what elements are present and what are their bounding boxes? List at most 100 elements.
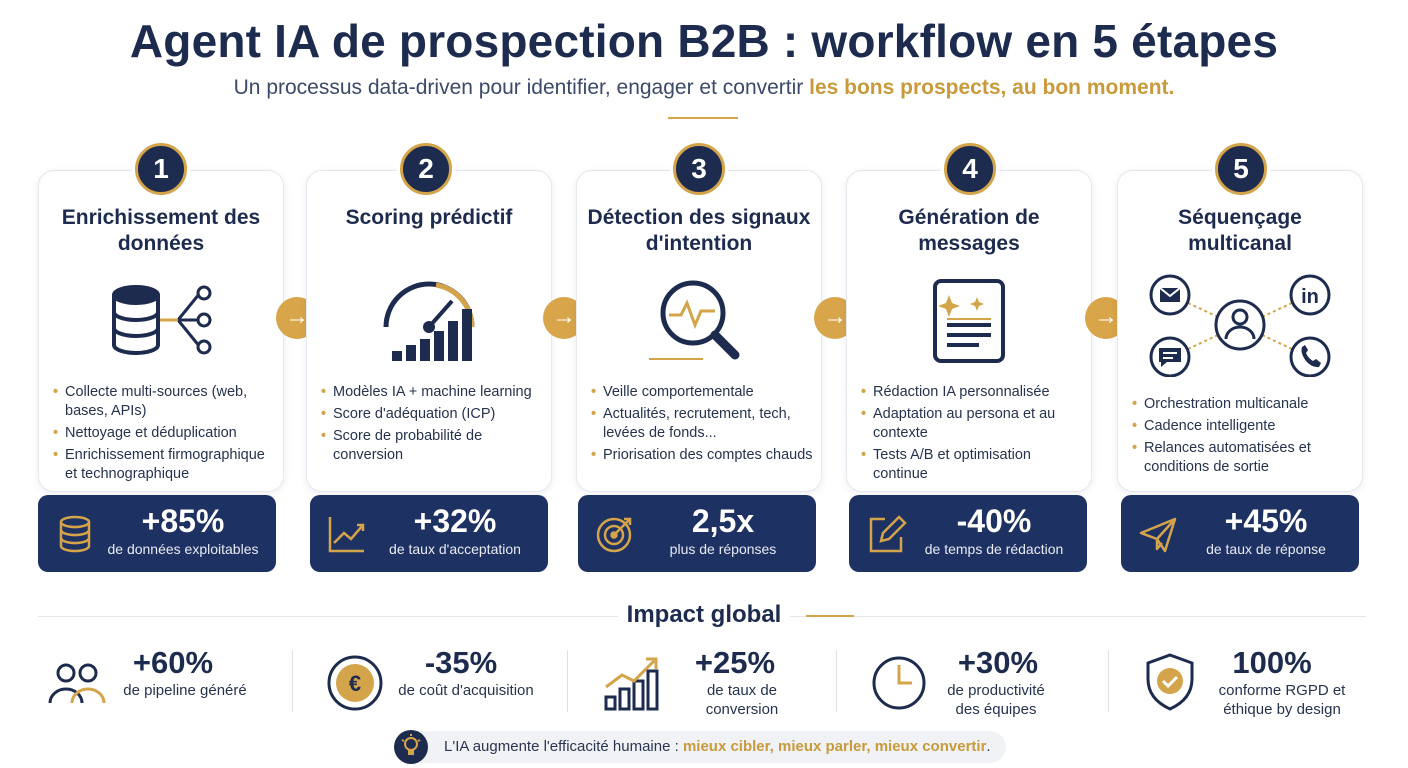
impact-accent [806,615,854,617]
bullet: Relances automatisées et conditions de s… [1132,439,1359,477]
impact-separator [567,650,568,712]
stat-label: de temps de rédaction [924,541,1064,557]
stat-value: +32% [413,503,497,539]
step-bullets: Modèles IA + machine learning Score d'ad… [321,383,548,468]
bullet: Modèles IA + machine learning [321,383,548,402]
stat-value: +85% [141,503,225,539]
stat-value: 2,5x [691,503,755,539]
conclusion-banner: L'IA augmente l'efficacité humaine : mie… [394,730,1006,764]
step-title: Enrichissement des données [61,206,261,255]
step-stat-2: +32% de taux d'acceptation [310,495,548,572]
impact-separator [1108,650,1109,712]
step-stat-5: +45% de taux de réponse [1121,495,1359,572]
step-title: Scoring prédictif [345,206,513,229]
lightbulb-icon [394,730,428,764]
growth-chart-icon [602,651,664,713]
magnifier-pulse-icon [577,275,821,365]
banner-highlight: mieux cibler, mieux parler, mieux conver… [682,738,987,755]
banner-text: L'IA augmente l'efficacité humaine : mie… [444,738,991,755]
impact-item-productivity: +30% de productivité des équipes [870,645,1090,725]
impact-divider-right [790,616,1366,617]
database-icon [54,513,96,555]
step-number-4: 4 [944,143,996,195]
step-card-1: Enrichissement des données Collecte mult… [38,170,284,492]
step-title: Génération de messages [898,206,1040,255]
step-title: Séquençage multicanal [1178,206,1302,255]
step-card-4: Génération de messages Rédaction IA pers… [846,170,1092,492]
stat-label: de taux de réponse [1206,541,1326,557]
step-bullets: Rédaction IA personnalisée Adaptation au… [861,383,1088,487]
impact-value: -35% [424,645,498,680]
step-stat-1: +85% de données exploitables [38,495,276,572]
bullet: Enrichissement firmographique et technog… [53,446,280,484]
banner-plain: L'IA augmente l'efficacité humaine : [444,738,683,755]
euro-coin-icon: € [326,651,388,713]
bullet: Score de probabilité de conversion [321,427,548,465]
step-number-2: 2 [400,143,452,195]
subtitle-highlight: les bons prospects, au bon moment. [809,76,1175,99]
step-bullets: Collecte multi-sources (web, bases, APIs… [53,383,280,487]
step-title: Détection des signaux d'intention [587,206,811,255]
impact-item-pipeline: +60% de pipeline généré [46,645,286,725]
bullet: Rédaction IA personnalisée [861,383,1088,402]
step-number-1: 1 [135,143,187,195]
bullet: Adaptation au persona et au contexte [861,405,1088,443]
bullet: Veille comportementale [591,383,818,402]
stat-value: +45% [1224,503,1308,539]
impact-value: +60% [132,645,214,680]
impact-separator [292,650,293,712]
clock-icon [870,651,932,713]
impact-label: de taux de conversion [705,682,779,718]
multichannel-network-icon: in [1118,267,1362,377]
bullet: Priorisation des comptes chauds [591,446,818,465]
step-stat-3: 2,5x plus de réponses [578,495,816,572]
step-card-3: Détection des signaux d'intention Veille… [576,170,822,492]
impact-item-conversion: +25% de taux de conversion [602,645,822,725]
svg-text:€: € [349,671,361,696]
paper-plane-icon [1137,513,1179,555]
bullet: Score d'adéquation (ICP) [321,405,548,424]
svg-text:in: in [1301,286,1319,308]
stat-label: plus de réponses [669,541,777,557]
page-subtitle: Un processus data-driven pour identifier… [0,76,1408,100]
gauge-chart-icon [307,275,551,365]
step-bullets: Veille comportementale Actualités, recru… [591,383,818,468]
step-stat-4: -40% de temps de rédaction [849,495,1087,572]
impact-item-compliance: 100% conforme RGPD et éthique by design [1142,645,1372,725]
impact-value: +30% [957,645,1039,680]
step-card-2: Scoring prédictif Modèles IA + machine l… [306,170,552,492]
stat-label: de données exploitables [107,541,259,557]
impact-title: Impact global [626,601,782,628]
edit-icon [865,513,907,555]
stat-label: de taux d'acceptation [389,541,521,557]
document-sparkle-icon [847,275,1091,365]
impact-item-cost: € -35% de coût d'acquisition [326,645,546,725]
bullet: Collecte multi-sources (web, bases, APIs… [53,383,280,421]
subtitle-text: Un processus data-driven pour identifier… [233,76,810,99]
step-card-5: Séquençage multicanal in Orche [1117,170,1363,492]
stat-value: -40% [956,503,1032,539]
target-icon [594,513,636,555]
bullet: Nettoyage et déduplication [53,424,280,443]
bullet: Orchestration multicanale [1132,395,1359,414]
shield-check-icon [1142,651,1204,713]
page-title: Agent IA de prospection B2B : workflow e… [129,15,1279,67]
impact-separator [836,650,837,712]
database-network-icon [39,275,283,365]
impact-divider-left [38,616,618,617]
bullet: Actualités, recrutement, tech, levées de… [591,405,818,443]
impact-label: de coût d'acquisition [398,682,534,699]
step-number-3: 3 [673,143,725,195]
impact-label: de productivité des équipes [947,682,1045,718]
bullet: Cadence intelligente [1132,417,1359,436]
users-icon [46,651,108,713]
impact-label: de pipeline généré [123,682,247,699]
bullet: Tests A/B et optimisation continue [861,446,1088,484]
trend-chart-icon [326,513,368,555]
banner-end: . [986,738,991,755]
impact-value: 100% [1232,645,1312,680]
impact-label: conforme RGPD et éthique by design [1218,682,1346,718]
step-number-5: 5 [1215,143,1267,195]
step-bullets: Orchestration multicanale Cadence intell… [1132,395,1359,480]
title-divider [668,117,738,119]
